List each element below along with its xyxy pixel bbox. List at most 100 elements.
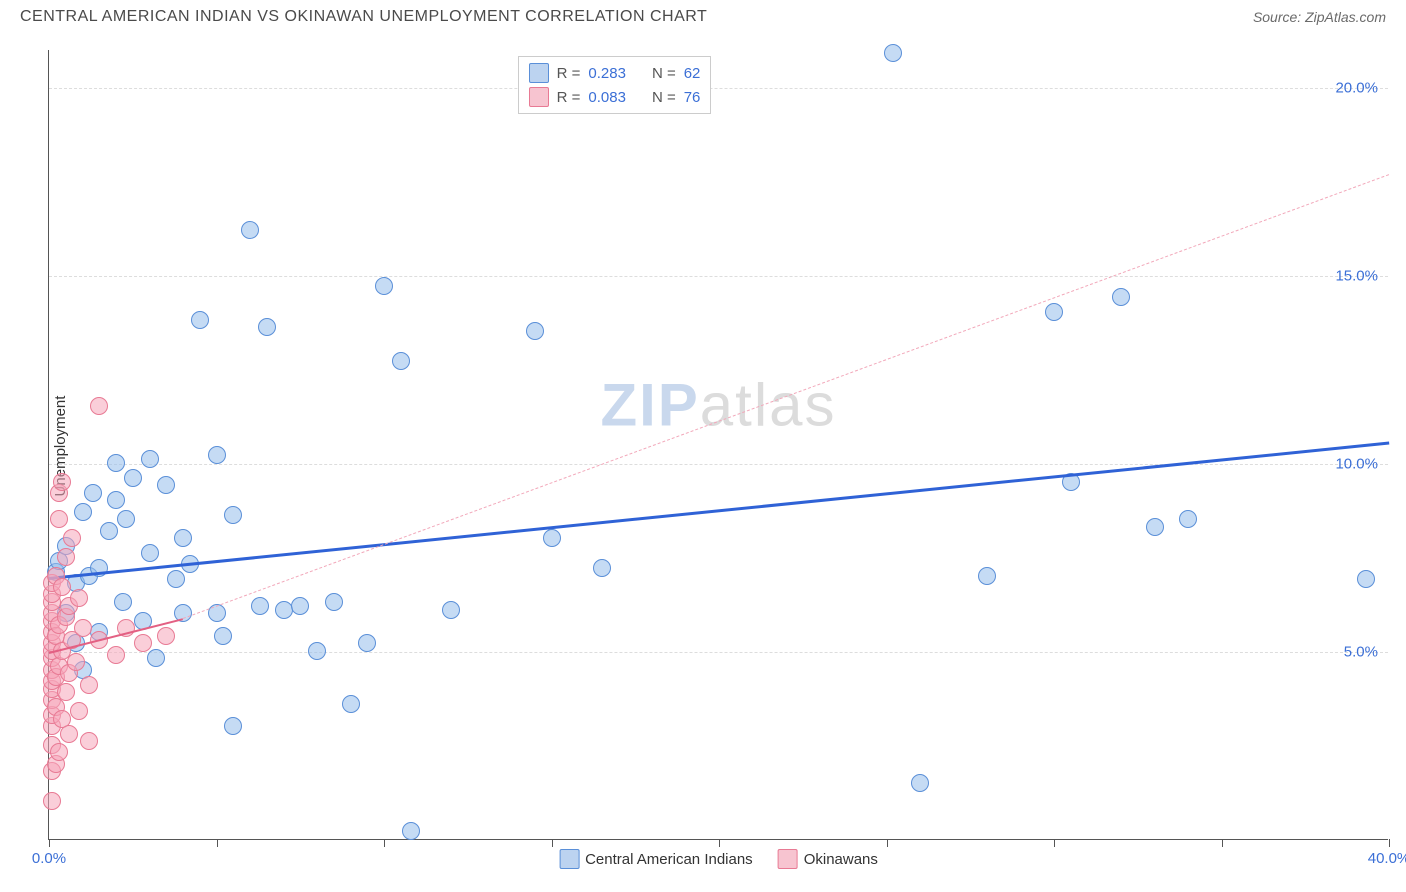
data-point xyxy=(147,649,165,667)
gridline xyxy=(49,88,1388,89)
n-value: 62 xyxy=(684,65,701,82)
x-tick xyxy=(1054,839,1055,847)
x-tick-label: 40.0% xyxy=(1368,850,1406,867)
data-point xyxy=(191,311,209,329)
y-tick-label: 10.0% xyxy=(1335,455,1378,472)
data-point xyxy=(342,695,360,713)
stats-row: R = 0.083 N = 76 xyxy=(529,85,701,109)
data-point xyxy=(74,503,92,521)
data-point xyxy=(241,221,259,239)
y-tick-label: 20.0% xyxy=(1335,79,1378,96)
data-point xyxy=(1112,288,1130,306)
data-point xyxy=(60,725,78,743)
watermark: ZIPatlas xyxy=(600,371,836,440)
gridline xyxy=(49,276,1388,277)
data-point xyxy=(275,601,293,619)
data-point xyxy=(526,322,544,340)
legend-swatch xyxy=(559,849,579,869)
data-point xyxy=(375,277,393,295)
gridline xyxy=(49,652,1388,653)
data-point xyxy=(107,491,125,509)
legend-swatch xyxy=(529,87,549,107)
data-point xyxy=(593,559,611,577)
data-point xyxy=(157,476,175,494)
data-point xyxy=(67,653,85,671)
y-tick-label: 5.0% xyxy=(1344,643,1378,660)
data-point xyxy=(251,597,269,615)
data-point xyxy=(43,792,61,810)
data-point xyxy=(978,567,996,585)
data-point xyxy=(1179,510,1197,528)
data-point xyxy=(442,601,460,619)
data-point xyxy=(392,352,410,370)
data-point xyxy=(141,544,159,562)
data-point xyxy=(107,454,125,472)
data-point xyxy=(208,446,226,464)
legend-swatch xyxy=(778,849,798,869)
data-point xyxy=(57,548,75,566)
data-point xyxy=(80,732,98,750)
data-point xyxy=(70,589,88,607)
data-point xyxy=(74,619,92,637)
data-point xyxy=(53,578,71,596)
data-point xyxy=(50,743,68,761)
x-tick xyxy=(887,839,888,847)
data-point xyxy=(308,642,326,660)
data-point xyxy=(224,717,242,735)
data-point xyxy=(358,634,376,652)
legend-item: Okinawans xyxy=(778,849,878,869)
data-point xyxy=(50,510,68,528)
n-label: N = xyxy=(652,65,676,82)
data-point xyxy=(1146,518,1164,536)
r-label: R = xyxy=(557,89,581,106)
legend-label: Okinawans xyxy=(804,851,878,868)
x-tick xyxy=(1222,839,1223,847)
scatter-chart: ZIPatlas 5.0%10.0%15.0%20.0%0.0%40.0%R =… xyxy=(48,50,1388,840)
legend-label: Central American Indians xyxy=(585,851,753,868)
x-tick xyxy=(217,839,218,847)
data-point xyxy=(141,450,159,468)
data-point xyxy=(911,774,929,792)
data-point xyxy=(214,627,232,645)
legend-swatch xyxy=(529,63,549,83)
x-tick xyxy=(49,839,50,847)
data-point xyxy=(167,570,185,588)
data-point xyxy=(117,510,135,528)
data-point xyxy=(224,506,242,524)
r-label: R = xyxy=(557,65,581,82)
stats-row: R = 0.283 N = 62 xyxy=(529,61,701,85)
data-point xyxy=(134,634,152,652)
data-point xyxy=(258,318,276,336)
x-tick xyxy=(552,839,553,847)
data-point xyxy=(1357,570,1375,588)
chart-title: CENTRAL AMERICAN INDIAN VS OKINAWAN UNEM… xyxy=(20,8,707,26)
source-attribution: Source: ZipAtlas.com xyxy=(1253,9,1386,25)
data-point xyxy=(70,702,88,720)
data-point xyxy=(53,473,71,491)
data-point xyxy=(63,529,81,547)
data-point xyxy=(174,529,192,547)
r-value: 0.283 xyxy=(588,65,626,82)
series-legend: Central American Indians Okinawans xyxy=(559,849,878,869)
data-point xyxy=(80,676,98,694)
n-label: N = xyxy=(652,89,676,106)
data-point xyxy=(57,683,75,701)
data-point xyxy=(107,646,125,664)
data-point xyxy=(1045,303,1063,321)
data-point xyxy=(100,522,118,540)
data-point xyxy=(402,822,420,840)
x-tick xyxy=(719,839,720,847)
data-point xyxy=(884,44,902,62)
data-point xyxy=(84,484,102,502)
data-point xyxy=(291,597,309,615)
r-value: 0.083 xyxy=(588,89,626,106)
x-tick xyxy=(1389,839,1390,847)
data-point xyxy=(90,397,108,415)
x-tick xyxy=(384,839,385,847)
x-tick-label: 0.0% xyxy=(32,850,66,867)
stats-legend: R = 0.283 N = 62 R = 0.083 N = 76 xyxy=(518,56,712,114)
n-value: 76 xyxy=(684,89,701,106)
legend-item: Central American Indians xyxy=(559,849,753,869)
y-tick-label: 15.0% xyxy=(1335,267,1378,284)
data-point xyxy=(157,627,175,645)
